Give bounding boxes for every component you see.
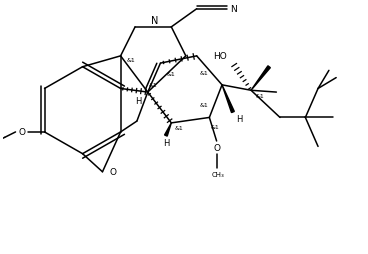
Text: O: O	[109, 168, 116, 177]
Polygon shape	[164, 123, 171, 137]
Text: N: N	[230, 5, 237, 14]
Text: O: O	[213, 144, 220, 152]
Text: &1: &1	[256, 94, 265, 99]
Text: &1: &1	[127, 58, 136, 63]
Text: HO: HO	[213, 51, 227, 60]
Text: CH₃: CH₃	[212, 172, 224, 178]
Text: &1: &1	[167, 72, 176, 77]
Text: O: O	[18, 128, 25, 137]
Text: &1: &1	[199, 70, 208, 75]
Text: &1: &1	[210, 124, 219, 130]
Text: &1: &1	[174, 125, 183, 130]
Text: &1: &1	[199, 103, 208, 108]
Text: H: H	[163, 139, 169, 148]
Text: N: N	[151, 16, 159, 26]
Polygon shape	[222, 86, 234, 113]
Text: &1: &1	[149, 82, 158, 87]
Polygon shape	[251, 67, 270, 91]
Text: H: H	[135, 96, 141, 105]
Text: H: H	[236, 115, 243, 123]
